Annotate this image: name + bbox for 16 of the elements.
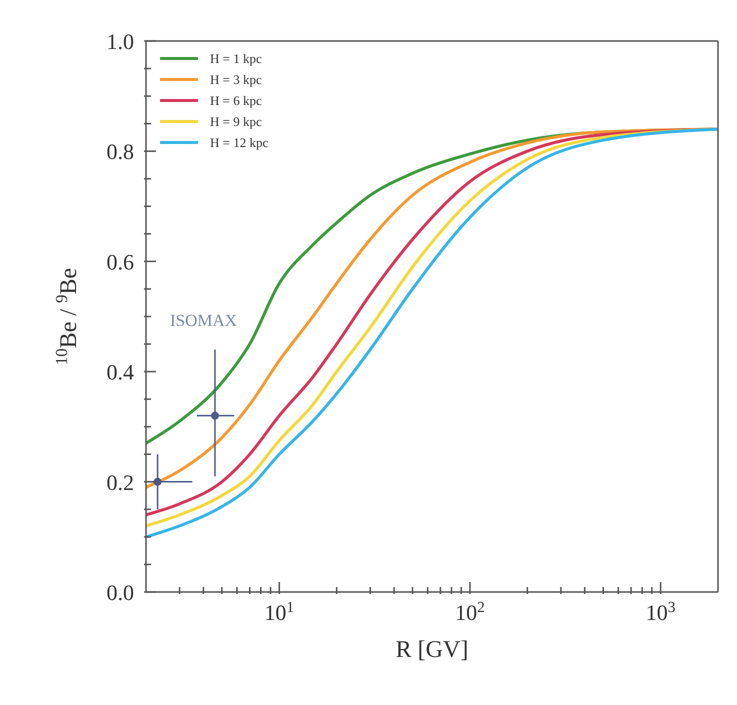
y-tick-label: 1.0 — [106, 29, 134, 54]
x-tick-label: 10$^{2}$ — [455, 598, 485, 625]
y-tick-label: 0.6 — [106, 249, 134, 274]
annotation: ISOMAX — [170, 311, 238, 331]
y-tick-label: 0.2 — [106, 470, 134, 495]
x-tick-label: 10$^{1}$ — [264, 598, 294, 625]
legend-label: H = 1 kpc — [210, 50, 262, 66]
legend-label: H = 9 kpc — [210, 114, 262, 130]
y-tick-label: 0.8 — [106, 139, 134, 164]
y-tick-label: 0.0 — [106, 580, 134, 605]
legend-label: H = 6 kpc — [210, 92, 262, 108]
x-axis-title: R [GV] — [396, 637, 468, 663]
y-tick-label: 0.4 — [106, 360, 134, 385]
legend-label: H = 12 kpc — [210, 134, 268, 150]
legend-label: H = 3 kpc — [210, 72, 262, 88]
x-tick-label: 10$^{3}$ — [646, 598, 676, 625]
